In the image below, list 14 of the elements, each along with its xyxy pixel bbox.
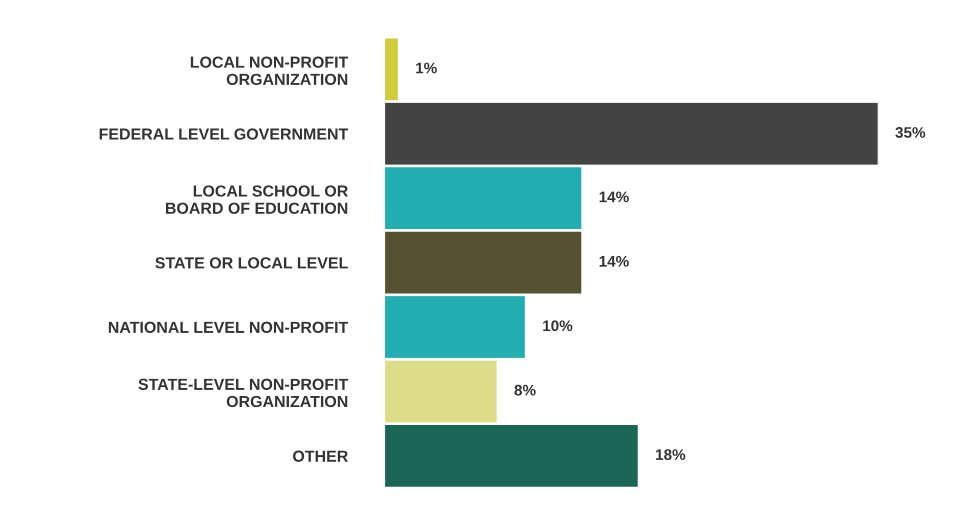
data-label: 10% bbox=[543, 320, 572, 332]
data-label: 8% bbox=[514, 384, 536, 396]
y-tick-label: STATE-LEVEL NON-PROFIT ORGANIZATION bbox=[138, 378, 348, 408]
data-label: 14% bbox=[600, 256, 629, 267]
data-label: 1% bbox=[416, 62, 437, 74]
y-tick-label: FEDERAL LEVEL GOVERNMENT bbox=[100, 128, 348, 140]
y-tick-label: OTHER bbox=[293, 450, 348, 462]
y-tick-label: LOCAL SCHOOL OR BOARD OF EDUCATION bbox=[166, 185, 348, 214]
y-tick-label: STATE OR LOCAL LEVEL bbox=[155, 257, 348, 269]
data-label: 18% bbox=[656, 449, 686, 460]
data-label: 35% bbox=[895, 127, 926, 138]
y-tick-label: NATIONAL LEVEL NON-PROFIT bbox=[108, 322, 348, 333]
data-label: 14% bbox=[600, 192, 629, 202]
y-tick-label: LOCAL NON-PROFIT ORGANIZATION bbox=[190, 56, 348, 86]
